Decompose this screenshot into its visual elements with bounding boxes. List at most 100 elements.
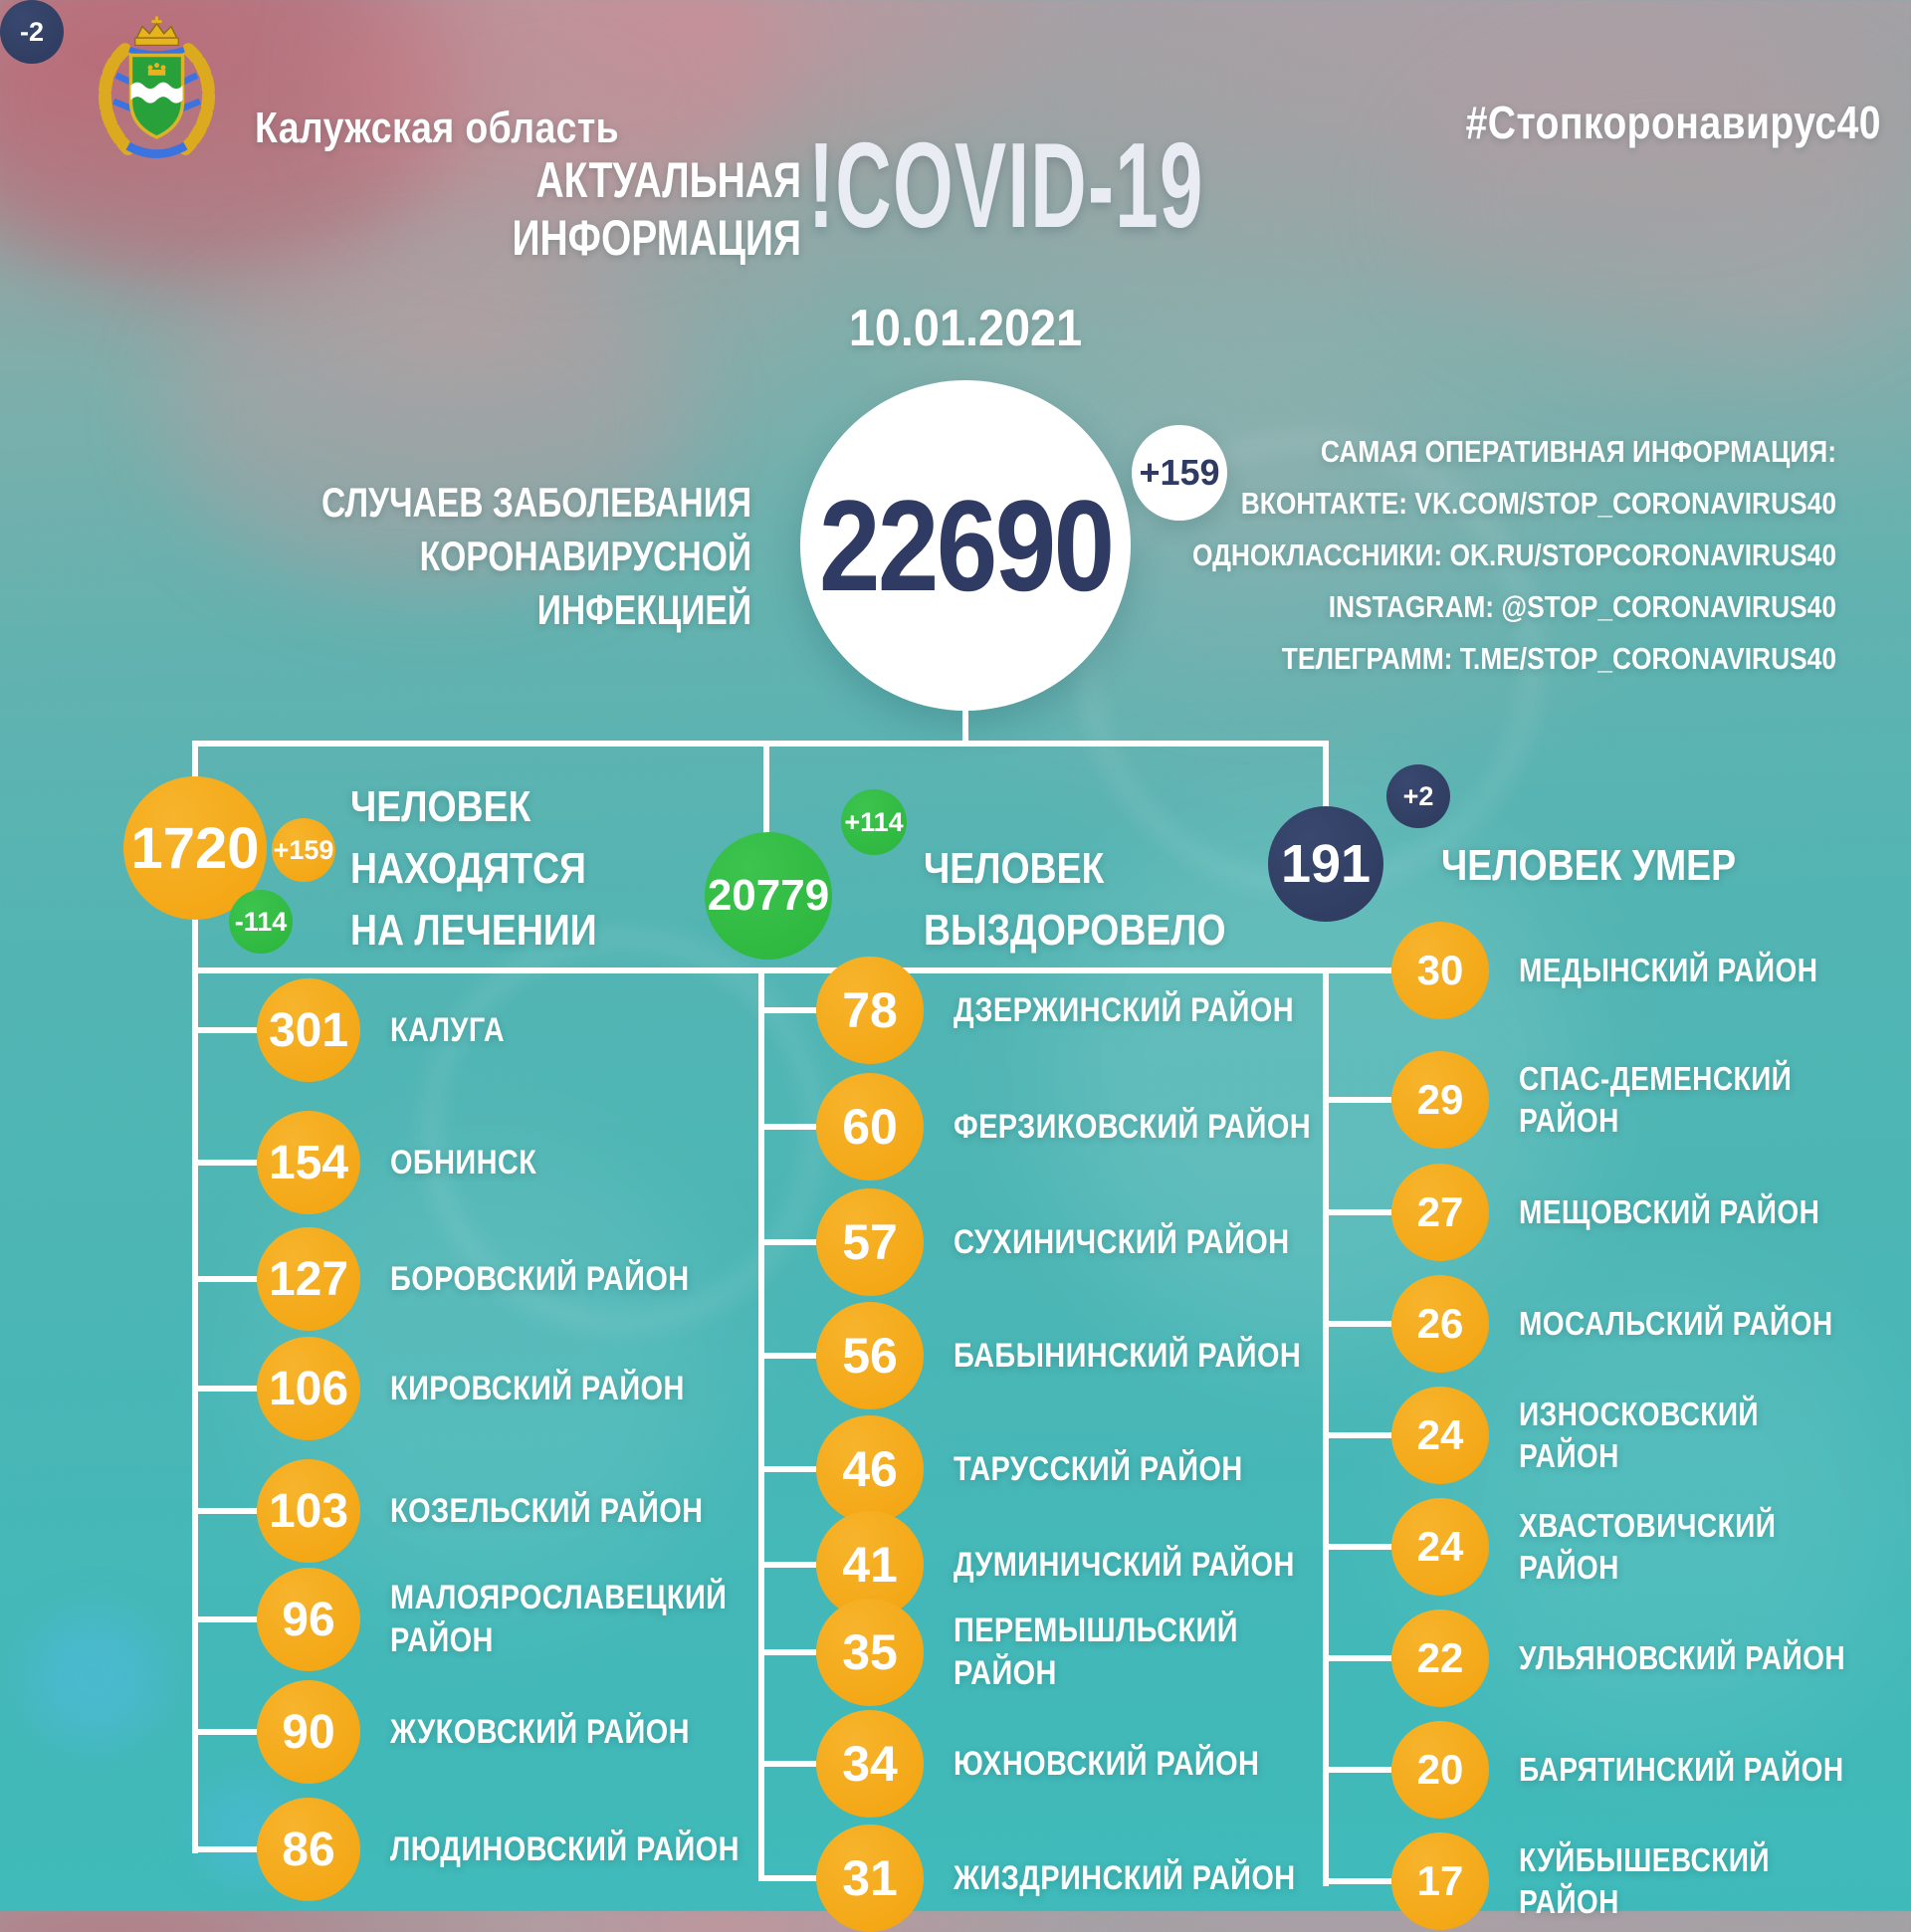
district-row: 106 КИРОВСКИЙ РАЙОН (195, 1337, 737, 1440)
district-count: 96 (282, 1593, 335, 1646)
district-count-circle: 41 (816, 1511, 924, 1618)
district-name: ЛЮДИНОВСКИЙ РАЙОН (390, 1829, 740, 1868)
deaths-label: ЧЕЛОВЕК УМЕР (1441, 841, 1737, 890)
total-cases-circle: 22690 (800, 380, 1131, 711)
district-row: 127 БОРОВСКИЙ РАЙОН (195, 1227, 743, 1331)
district-count: 30 (1416, 947, 1464, 993)
title-line2: ИНФОРМАЦИЯ (512, 210, 801, 266)
district-count: 106 (268, 1362, 349, 1415)
district-count: 31 (842, 1850, 898, 1906)
district-name: СПАС-ДЕМЕНСКИЙ РАЙОН (1519, 1060, 1793, 1139)
district-row: 17 КУЙБЫШЕВСКИЙ РАЙОН (1326, 1832, 1911, 1930)
district-row: 31 ЖИЗДРИНСКИЙ РАЙОН (760, 1825, 1356, 1932)
connector-top-bracket (192, 741, 1329, 747)
district-count-circle: 24 (1391, 1387, 1489, 1484)
recovered-label: ЧЕЛОВЕК ВЫЗДОРОВЕЛО (924, 844, 1226, 955)
district-count: 103 (268, 1484, 349, 1538)
social-link: ВКОНТАКТЕ: VK.COM/STOP_CORONAVIRUS40 (1240, 486, 1836, 521)
district-name: БАРЯТИНСКИЙ РАЙОН (1519, 1751, 1844, 1788)
connector-recovered-drop (763, 741, 769, 836)
connector-second-bracket (192, 967, 1391, 973)
district-count-circle: 29 (1391, 1051, 1489, 1149)
district-count: 22 (1416, 1634, 1464, 1681)
district-name: МЕДЫНСКИЙ РАЙОН (1519, 952, 1818, 988)
district-count-circle: 127 (257, 1227, 360, 1331)
district-count-circle: 86 (257, 1798, 360, 1901)
connector-deaths-drop (1323, 741, 1329, 812)
district-count-circle: 17 (1391, 1832, 1489, 1930)
district-name: ДУМИНИЧСКИЙ РАЙОН (954, 1545, 1295, 1584)
total-cases-label: СЛУЧАЕВ ЗАБОЛЕВАНИЯ КОРОНАВИРУСНОЙ ИНФЕК… (321, 479, 751, 633)
district-name: ТАРУССКИЙ РАЙОН (954, 1449, 1243, 1488)
district-row: 29 СПАС-ДЕМЕНСКИЙ РАЙОН (1326, 1051, 1840, 1149)
connector-treatment-drop (192, 741, 198, 784)
district-count-circle: 27 (1391, 1164, 1489, 1261)
deaths-value: 191 (1280, 834, 1372, 894)
total-cases-value: 22690 (818, 473, 1115, 618)
on-treatment-label: ЧЕЛОВЕК НАХОДЯТСЯ НА ЛЕЧЕНИИ (350, 782, 597, 955)
campaign-hashtag: #Стопкоронавирус40 (1465, 97, 1881, 148)
district-count-circle: 46 (816, 1415, 924, 1523)
connector-column2-line (758, 967, 764, 1881)
district-row: 27 МЕЩОВСКИЙ РАЙОН (1326, 1164, 1873, 1261)
district-name: МЕЩОВСКИЙ РАЙОН (1519, 1193, 1820, 1230)
district-count: 24 (1416, 1523, 1464, 1570)
district-row: 30 МЕДЫНСКИЙ РАЙОН (1325, 922, 1870, 1019)
title-actual-info: АКТУАЛЬНАЯ ИНФОРМАЦИЯ (433, 151, 801, 267)
coat-of-arms-icon (98, 16, 216, 158)
district-count: 57 (842, 1214, 898, 1270)
district-count: 35 (842, 1624, 898, 1680)
connector-main-stem (962, 709, 968, 747)
district-count: 90 (282, 1705, 335, 1759)
district-name: ФЕРЗИКОВСКИЙ РАЙОН (954, 1107, 1312, 1146)
deaths-delta-badge: +2 (1386, 764, 1450, 828)
blue-bokeh-dot (30, 1612, 159, 1742)
report-date: 10.01.2021 (848, 300, 1083, 357)
district-count-circle: 31 (816, 1825, 924, 1932)
district-row: 86 ЛЮДИНОВСКИЙ РАЙОН (195, 1798, 801, 1901)
district-row: 24 ХВАСТОВИЧСКИЙ РАЙОН (1326, 1498, 1911, 1596)
district-count-circle: 103 (257, 1459, 360, 1563)
district-row: 24 ИЗНОСКОВСКИЙ РАЙОН (1326, 1387, 1911, 1484)
title-line1: АКТУАЛЬНАЯ (535, 152, 801, 208)
district-count: 127 (268, 1252, 349, 1306)
district-count-circle: 57 (816, 1188, 924, 1296)
district-count: 29 (1416, 1076, 1464, 1123)
district-name: КУЙБЫШЕВСКИЙ РАЙОН (1519, 1841, 1770, 1920)
district-row: 57 СУХИНИЧСКИЙ РАЙОН (760, 1188, 1349, 1296)
district-count-circle: 56 (816, 1302, 924, 1409)
blue-bokeh-dot (199, 1782, 299, 1881)
district-name: БАБЫНИНСКИЙ РАЙОН (954, 1336, 1302, 1375)
delta-badge: +159 (272, 818, 335, 882)
district-name: ДЗЕРЖИНСКИЙ РАЙОН (954, 990, 1295, 1029)
district-count-circle: 22 (1391, 1610, 1489, 1707)
total-cases-delta-badge: +159 (1132, 425, 1227, 521)
social-links-block: САМАЯ ОПЕРАТИВНАЯ ИНФОРМАЦИЯ: ВКОНТАКТЕ:… (1109, 426, 1836, 685)
district-name: СУХИНИЧСКИЙ РАЙОН (954, 1222, 1290, 1261)
district-row: 26 МОСАЛЬСКИЙ РАЙОН (1325, 1275, 1888, 1373)
district-row: 96 МАЛОЯРОСЛАВЕЦКИЙ РАЙОН (194, 1568, 786, 1671)
pink-haze-blob (1413, 40, 1911, 358)
district-name: УЛЬЯНОВСКИЙ РАЙОН (1519, 1639, 1846, 1676)
district-count-circle: 106 (257, 1337, 360, 1440)
district-row: 56 БАБЫНИНСКИЙ РАЙОН (761, 1302, 1363, 1409)
district-row: 90 ЖУКОВСКИЙ РАЙОН (195, 1680, 743, 1784)
social-links-list: ВКОНТАКТЕ: VK.COM/STOP_CORONAVIRUS40 ОДНО… (1109, 478, 1836, 685)
virus-glow-blob (1423, 1274, 1901, 1752)
delta-badge: -114 (229, 890, 293, 954)
recovered-delta-badge: +114 (841, 789, 907, 855)
district-count: 34 (842, 1736, 898, 1792)
district-count: 26 (1416, 1300, 1464, 1347)
district-name: МАЛОЯРОСЛАВЕЦКИЙ РАЙОН (390, 1579, 728, 1659)
district-count: 24 (1416, 1411, 1464, 1458)
district-count: 46 (842, 1441, 898, 1497)
delta-badge: -2 (0, 0, 64, 64)
district-row: 301 КАЛУГА (194, 978, 525, 1082)
district-count-circle: 96 (257, 1568, 360, 1671)
district-count-circle: 20 (1391, 1721, 1489, 1819)
district-row: 20 БАРЯТИНСКИЙ РАЙОН (1325, 1721, 1901, 1819)
district-count-circle: 26 (1391, 1275, 1489, 1373)
social-link: ОДНОКЛАССНИКИ: OK.RU/STOPCORONAVIRUS40 (1191, 537, 1836, 572)
district-count: 27 (1416, 1188, 1464, 1235)
